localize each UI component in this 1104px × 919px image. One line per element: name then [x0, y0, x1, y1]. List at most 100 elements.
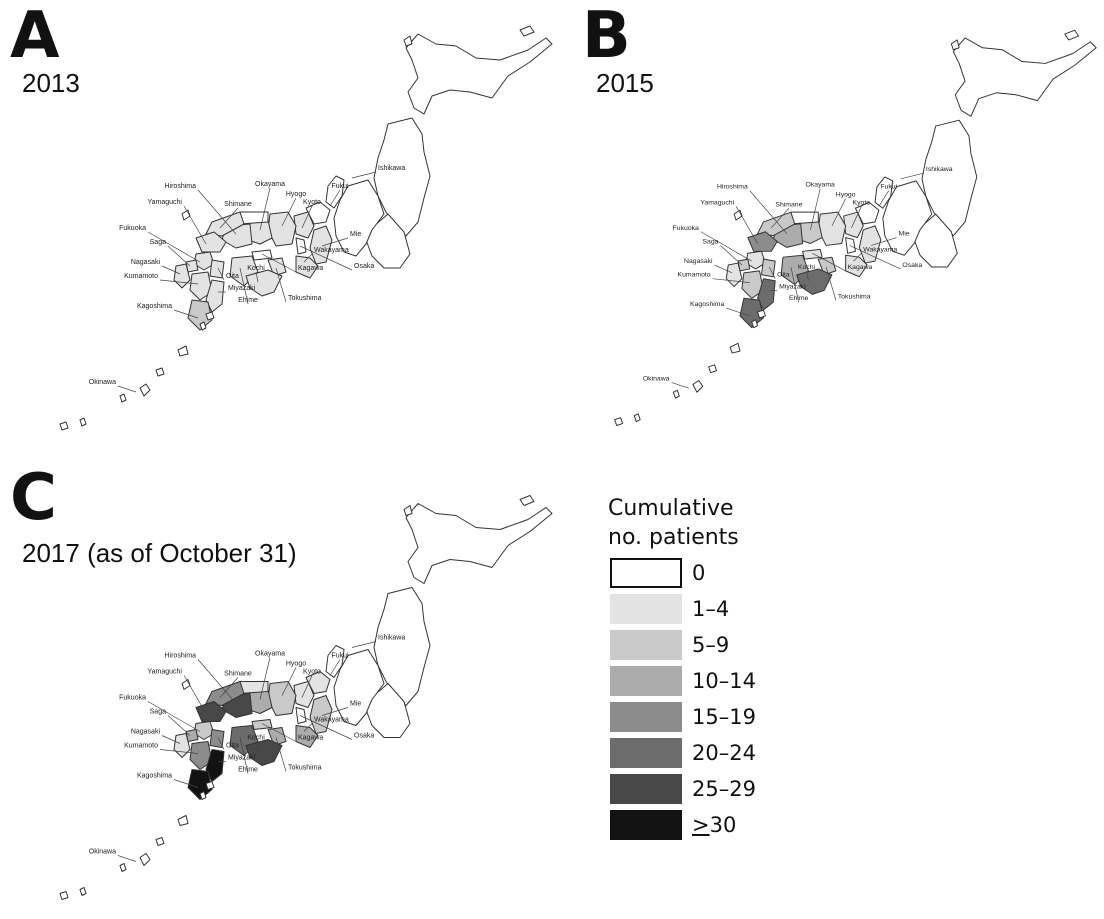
legend-swatch	[610, 558, 682, 588]
legend: Cumulative no. patients 0 1–4 5–9 10–14 15–1…	[608, 494, 756, 840]
label-shimane: Shimane	[224, 671, 252, 678]
prefecture-fukui	[305, 201, 331, 225]
leader-line	[790, 266, 800, 303]
prefecture-kyoto	[843, 211, 864, 239]
label-fukuoka: Fukuoka	[119, 225, 146, 232]
leader-line	[714, 264, 733, 274]
label-hiroshima: Hiroshima	[164, 653, 196, 660]
island	[177, 345, 189, 357]
prefecture-osaka	[295, 707, 307, 724]
island	[633, 413, 641, 423]
leader-line	[239, 267, 249, 305]
island	[708, 364, 717, 374]
panel-b-year: 2015	[596, 68, 654, 98]
prefecture-ishikawa	[874, 176, 894, 209]
label-kochi: Kochi	[798, 264, 816, 271]
label-miyazaki: Miyazaki	[228, 755, 256, 762]
label-kagoshima: Kagoshima	[137, 773, 172, 780]
leader-line	[853, 253, 862, 262]
label-kyoto: Kyoto	[853, 199, 871, 206]
prefecture-kyoto	[293, 681, 315, 708]
leader-line	[159, 279, 199, 285]
label-ehime: Ehime	[238, 297, 258, 304]
prefecture-mie	[309, 225, 333, 265]
label-kumamoto: Kumamoto	[678, 272, 711, 279]
leader-line	[159, 749, 199, 754]
leader-line	[806, 270, 809, 281]
leader-line	[239, 737, 249, 774]
label-nagasaki: Nagasaki	[131, 259, 161, 266]
legend-swatch	[610, 774, 682, 804]
island	[177, 815, 189, 826]
prefecture-mie	[309, 695, 333, 734]
leader-line	[161, 735, 181, 744]
label-osaka: Osaka	[354, 263, 374, 270]
label-kagawa: Kagawa	[298, 265, 323, 272]
label-saga: Saga	[702, 238, 718, 245]
island	[751, 319, 759, 329]
label-okinawa: Okinawa	[643, 375, 670, 382]
prefecture-miyazaki	[205, 749, 225, 782]
label-kumamoto: Kumamoto	[124, 273, 158, 280]
island	[403, 35, 413, 47]
island	[119, 863, 127, 872]
prefecture-fukui	[854, 201, 880, 225]
label-yamaguchi: Yamaguchi	[700, 199, 734, 206]
label-kyoto: Kyoto	[303, 669, 321, 676]
leader-line	[726, 307, 750, 317]
leader-line	[255, 271, 259, 283]
legend-swatch	[610, 630, 682, 660]
label-mie: Mie	[899, 231, 910, 238]
island	[1064, 29, 1080, 41]
legend-swatch	[610, 738, 682, 768]
leader-line	[217, 737, 225, 750]
island	[79, 887, 87, 896]
leader-line	[299, 245, 353, 271]
label-tokushima: Tokushima	[288, 295, 322, 302]
legend-label: 10–14	[692, 669, 756, 693]
prefecture-tohoku	[373, 117, 431, 237]
island	[733, 209, 743, 221]
leader-line	[219, 677, 239, 698]
prefecture-kochi	[245, 739, 283, 766]
label-tokushima: Tokushima	[838, 293, 871, 300]
leader-line	[167, 715, 191, 736]
leader-line	[275, 737, 287, 772]
leader-line	[173, 779, 199, 788]
prefecture-okinawa	[692, 379, 704, 393]
panel-c-year: 2017 (as of October 31)	[22, 538, 297, 568]
leader-line	[329, 659, 341, 676]
leader-line	[749, 190, 788, 234]
leader-line	[900, 172, 925, 180]
leader-line	[281, 197, 297, 227]
label-mie: Mie	[350, 701, 361, 708]
prefecture-okinawa	[139, 853, 151, 866]
panel-a-letter: A	[10, 0, 60, 73]
leader-line	[812, 252, 846, 272]
leader-line	[351, 171, 377, 179]
prefecture-yamaguchi	[195, 701, 227, 722]
prefecture-kumamoto	[741, 270, 764, 299]
leader-line	[281, 667, 297, 696]
prefecture-kochi	[245, 269, 283, 297]
label-okayama: Okayama	[806, 182, 835, 189]
label-wakayama: Wakayama	[314, 247, 349, 254]
legend-swatch	[610, 666, 682, 696]
leader-line	[117, 855, 137, 862]
label-fukuoka: Fukuoka	[673, 225, 699, 232]
prefecture-ishikawa	[325, 645, 345, 678]
label-shimane: Shimane	[775, 201, 802, 208]
prefecture-kochi	[796, 268, 833, 295]
island	[519, 495, 535, 506]
legend-swatch	[610, 594, 682, 624]
legend-label: 1–4	[692, 597, 730, 621]
legend-label: 0	[692, 561, 706, 585]
leader-line	[301, 205, 313, 229]
label-saga: Saga	[150, 239, 166, 246]
prefecture-tohoku	[373, 587, 431, 706]
prefecture-miyazaki	[205, 279, 225, 313]
leader-line	[351, 641, 377, 648]
label-hiroshima: Hiroshima	[717, 184, 748, 191]
leader-line	[771, 208, 790, 229]
panel-b-letter: B	[582, 0, 631, 73]
